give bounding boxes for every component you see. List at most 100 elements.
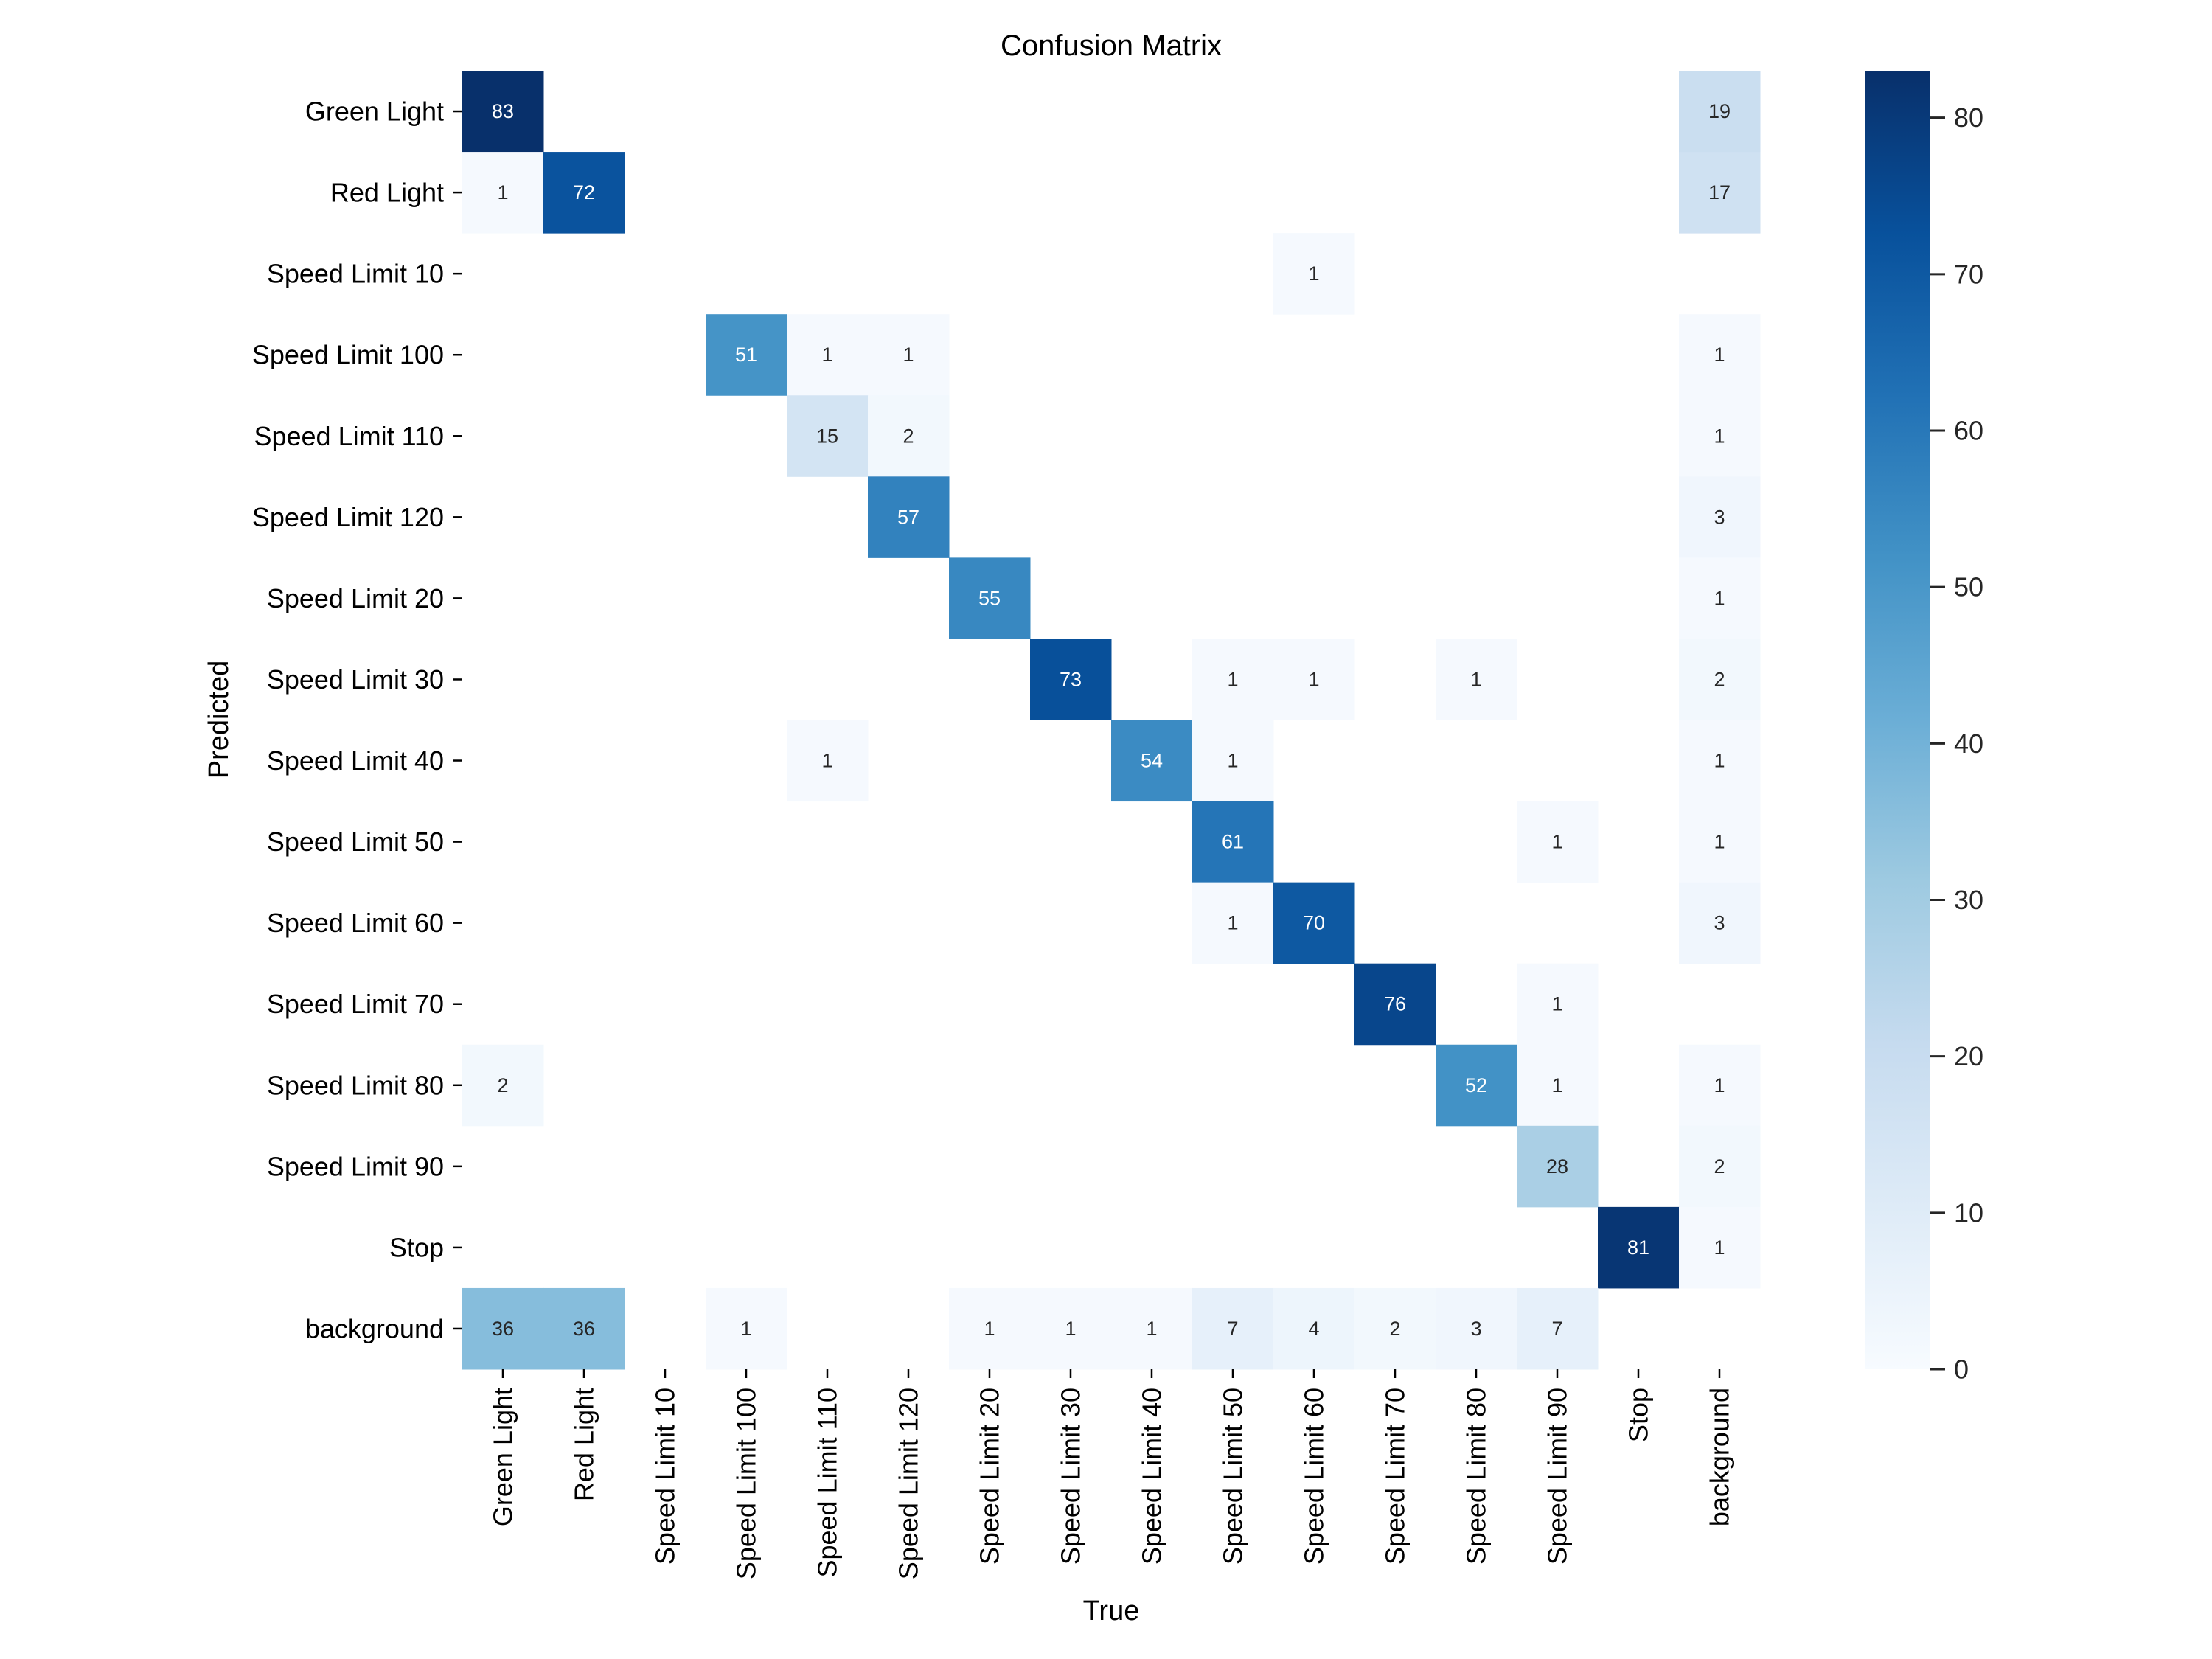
heatmap-cell <box>1598 1206 1680 1289</box>
heatmap-cell <box>1679 395 1761 477</box>
x-tick-label: Speed Limit 120 <box>894 1388 924 1579</box>
heatmap-cell <box>1679 639 1761 720</box>
heatmap-cell <box>543 1287 625 1370</box>
cell-value-label: 1 <box>1714 831 1725 853</box>
heatmap-cell <box>706 314 787 396</box>
y-tick-label: Speed Limit 80 <box>267 1070 444 1100</box>
colorbar-gradient <box>1865 71 1930 1369</box>
heatmap-cell <box>462 1287 544 1370</box>
heatmap-cell <box>1679 801 1761 883</box>
heatmap-cell <box>1679 557 1761 639</box>
y-tick-label: Stop <box>389 1232 444 1262</box>
cell-value-label: 1 <box>1714 750 1725 772</box>
colorbar-tick-label: 10 <box>1954 1197 1983 1228</box>
cell-value-label: 2 <box>1714 1155 1725 1178</box>
cell-value-label: 54 <box>1141 750 1163 772</box>
cell-value-label: 3 <box>1470 1318 1481 1340</box>
heatmap-cell <box>1030 639 1112 720</box>
x-tick-label: background <box>1705 1388 1735 1526</box>
heatmap-cell <box>462 71 544 153</box>
y-tick-label: Speed Limit 110 <box>254 421 444 451</box>
y-tick-label: Speed Limit 40 <box>267 745 444 776</box>
heatmap-cell <box>1679 71 1761 153</box>
heatmap-cell <box>1192 1287 1274 1370</box>
cell-value-label: 1 <box>1551 993 1562 1015</box>
heatmap-cell <box>868 314 950 396</box>
cell-value-label: 17 <box>1708 181 1731 204</box>
x-tick-label: Speed Limit 60 <box>1299 1388 1329 1565</box>
cell-value-label: 1 <box>740 1318 751 1340</box>
heatmap-cell <box>1354 963 1436 1046</box>
y-axis-label: Predicted <box>204 661 234 779</box>
colorbar-ticks: 0 10 20 30 40 50 60 70 80 <box>1930 102 1983 1385</box>
colorbar-tick-label: 40 <box>1954 728 1983 759</box>
x-tick-label: Stop <box>1624 1388 1654 1442</box>
y-tick-label: Speed Limit 60 <box>267 908 444 938</box>
cell-value-label: 52 <box>1465 1074 1487 1096</box>
y-tick-label: Speed Limit 20 <box>267 583 444 613</box>
x-tick-label: Speed Limit 80 <box>1461 1388 1492 1565</box>
cell-value-label: 1 <box>1714 1074 1725 1096</box>
cell-value-label: 1 <box>1714 587 1725 609</box>
x-tick-label: Speed Limit 70 <box>1380 1388 1411 1565</box>
heatmap-cell <box>1354 1287 1436 1370</box>
heatmap-cell <box>1436 639 1517 720</box>
x-tick-label: Speed Limit 40 <box>1137 1388 1167 1565</box>
y-tick-label: Red Light <box>330 178 444 208</box>
colorbar: 0 10 20 30 40 50 60 70 80 <box>1865 71 1983 1385</box>
cell-value-label: 2 <box>902 425 914 447</box>
heatmap-cell <box>1273 1287 1355 1370</box>
x-tick-label: Green Light <box>488 1388 518 1526</box>
cell-value-label: 1 <box>1308 668 1319 690</box>
cell-value-label: 19 <box>1708 100 1731 122</box>
x-tick-label: Speed Limit 100 <box>731 1388 762 1579</box>
heatmap-cell <box>1192 720 1274 802</box>
cell-value-label: 1 <box>1227 912 1238 934</box>
cell-value-label: 4 <box>1308 1318 1319 1340</box>
cell-value-label: 3 <box>1714 506 1725 528</box>
colorbar-tick-label: 20 <box>1954 1041 1983 1071</box>
colorbar-tick-label: 60 <box>1954 415 1983 445</box>
heatmap-cell <box>1517 1044 1599 1127</box>
cell-value-label: 1 <box>1227 750 1238 772</box>
x-tick-label: Red Light <box>569 1388 599 1501</box>
heatmap-cell <box>1192 882 1274 964</box>
heatmap-cell <box>1679 314 1761 396</box>
heatmap-cell <box>1111 1287 1193 1370</box>
cell-value-label: 70 <box>1303 912 1325 934</box>
cell-value-label: 1 <box>1146 1318 1157 1340</box>
heatmap-cell <box>1111 720 1193 802</box>
heatmap-cell <box>787 720 869 802</box>
heatmap-cell <box>1679 882 1761 964</box>
cell-value-label: 55 <box>978 587 1001 609</box>
cell-value-label: 2 <box>497 1074 508 1096</box>
cell-value-label: 76 <box>1384 993 1406 1015</box>
y-tick-label: Speed Limit 120 <box>252 502 444 532</box>
heatmap-cell <box>1273 882 1355 964</box>
cell-value-label: 1 <box>984 1318 995 1340</box>
cell-value-label: 1 <box>821 344 832 366</box>
cell-value-label: 3 <box>1714 912 1725 934</box>
cell-value-label: 81 <box>1627 1237 1649 1259</box>
cell-value-label: 61 <box>1222 831 1244 853</box>
x-tick-label: Speed Limit 110 <box>813 1388 843 1578</box>
heatmap-cell <box>1436 1287 1517 1370</box>
y-tick-label: Speed Limit 30 <box>267 664 444 695</box>
heatmap-cell <box>868 476 950 558</box>
chart-title: Confusion Matrix <box>1001 29 1222 62</box>
cell-value-label: 28 <box>1546 1155 1568 1178</box>
heatmap-cell <box>1679 1125 1761 1208</box>
heatmap-cell <box>1517 1287 1599 1370</box>
cell-value-label: 57 <box>897 506 919 528</box>
y-axis-ticks: Green Light Red Light Speed Limit 10 Speed … <box>252 97 462 1343</box>
heatmap-cell <box>1192 639 1274 720</box>
y-tick-label: Speed Limit 50 <box>267 827 444 857</box>
cell-value-label: 15 <box>816 425 838 447</box>
heatmap-cell <box>1517 1125 1599 1208</box>
y-tick-label: Speed Limit 10 <box>267 259 444 289</box>
cell-value-label: 7 <box>1227 1318 1238 1340</box>
heatmap-cell <box>706 1287 787 1370</box>
cell-value-label: 1 <box>1308 262 1319 285</box>
